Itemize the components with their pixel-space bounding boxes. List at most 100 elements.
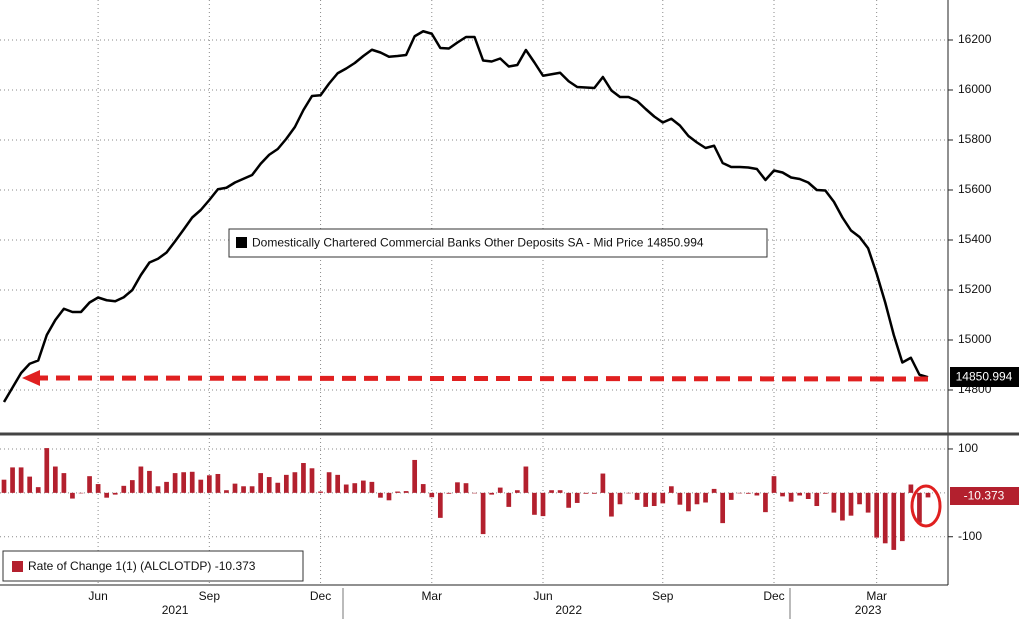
bar bbox=[908, 484, 914, 493]
bar bbox=[660, 492, 666, 504]
bar bbox=[412, 459, 418, 493]
bar bbox=[899, 492, 905, 542]
bar bbox=[643, 492, 649, 507]
x-tick-label: Mar bbox=[421, 589, 442, 603]
bar bbox=[198, 479, 204, 493]
bar bbox=[677, 492, 683, 505]
bar bbox=[78, 492, 84, 494]
annotation-arrowhead bbox=[22, 370, 40, 386]
bar bbox=[129, 480, 135, 493]
bar bbox=[891, 492, 897, 550]
y-tick-label: 100 bbox=[958, 441, 978, 455]
bar bbox=[626, 492, 631, 494]
bar bbox=[1, 479, 7, 493]
y-tick-label: 15400 bbox=[958, 232, 992, 246]
bar bbox=[360, 480, 366, 493]
bar bbox=[138, 466, 144, 493]
bar bbox=[87, 476, 92, 493]
y-tick-label: 15600 bbox=[958, 182, 992, 196]
bar bbox=[514, 490, 520, 493]
bar bbox=[420, 484, 426, 493]
bar bbox=[437, 492, 443, 518]
bar bbox=[703, 492, 708, 503]
legend-box bbox=[2, 550, 304, 582]
bar bbox=[634, 492, 640, 500]
bar bbox=[797, 492, 803, 496]
bar bbox=[566, 492, 572, 508]
bar bbox=[318, 491, 323, 493]
bar bbox=[27, 476, 33, 493]
x-year-label: 2021 bbox=[162, 603, 189, 617]
bar bbox=[549, 490, 554, 493]
bar bbox=[540, 492, 546, 517]
bar bbox=[301, 463, 306, 493]
x-tick-label: Jun bbox=[88, 589, 107, 603]
x-tick-label: Mar bbox=[866, 589, 887, 603]
bar bbox=[155, 486, 161, 493]
bar bbox=[497, 487, 503, 493]
bar bbox=[882, 492, 888, 544]
legend-label: Domestically Chartered Commercial Banks … bbox=[252, 236, 704, 250]
bar bbox=[70, 492, 75, 499]
x-year-label: 2023 bbox=[855, 603, 882, 617]
annotation-arrow bbox=[37, 375, 929, 382]
bar bbox=[686, 492, 691, 512]
bar bbox=[189, 471, 195, 493]
bar bbox=[506, 492, 512, 507]
bar bbox=[369, 481, 375, 493]
x-year-label: 2022 bbox=[555, 603, 582, 617]
legend-swatch bbox=[236, 237, 247, 248]
bar bbox=[258, 473, 264, 493]
legend-label: Rate of Change 1(1) (ALCLOTDP) -10.373 bbox=[28, 559, 256, 573]
bar bbox=[668, 486, 674, 493]
bar bbox=[164, 481, 169, 493]
bar bbox=[737, 492, 743, 494]
last-value-label: 14850.994 bbox=[956, 370, 1013, 384]
bar bbox=[95, 484, 101, 493]
bar bbox=[112, 492, 118, 495]
legend-name: Rate of Change 1(1) (ALCLOTDP) bbox=[28, 559, 211, 573]
bar bbox=[814, 492, 820, 507]
bar bbox=[489, 492, 495, 495]
bar bbox=[232, 483, 238, 493]
x-tick-label: Dec bbox=[310, 589, 331, 603]
bar bbox=[788, 492, 794, 502]
bar bbox=[857, 492, 862, 505]
y-tick-label: 15200 bbox=[958, 282, 992, 296]
bar bbox=[745, 492, 751, 494]
bar bbox=[206, 475, 212, 493]
bar bbox=[480, 492, 486, 535]
y-tick-label: 15000 bbox=[958, 332, 992, 346]
legend-bottom: Rate of Change 1(1) (ALCLOTDP) -10.373 bbox=[2, 550, 304, 582]
bar bbox=[403, 491, 409, 493]
bar bbox=[335, 474, 341, 493]
bar bbox=[266, 477, 272, 493]
bar bbox=[720, 492, 726, 524]
bar bbox=[224, 490, 229, 493]
x-tick-label: Dec bbox=[763, 589, 784, 603]
bar bbox=[711, 488, 717, 493]
bar bbox=[583, 492, 589, 494]
legend-box bbox=[228, 228, 768, 258]
bar bbox=[309, 468, 315, 493]
bar bbox=[121, 485, 127, 493]
bar bbox=[395, 491, 400, 493]
bar bbox=[848, 492, 854, 516]
bar bbox=[44, 448, 50, 493]
bar bbox=[10, 467, 15, 493]
bar bbox=[865, 492, 871, 513]
bar bbox=[771, 476, 777, 493]
bar bbox=[609, 492, 614, 517]
x-tick-label: Jun bbox=[533, 589, 552, 603]
bar bbox=[215, 473, 221, 493]
legend-name: Domestically Chartered Commercial Banks … bbox=[252, 236, 644, 250]
x-tick-label: Sep bbox=[652, 589, 674, 603]
bar bbox=[35, 487, 41, 493]
bar bbox=[172, 473, 178, 493]
bar bbox=[617, 492, 623, 505]
bar bbox=[283, 474, 289, 493]
bar bbox=[728, 492, 734, 500]
legend-swatch bbox=[12, 561, 23, 572]
bar bbox=[463, 483, 469, 493]
